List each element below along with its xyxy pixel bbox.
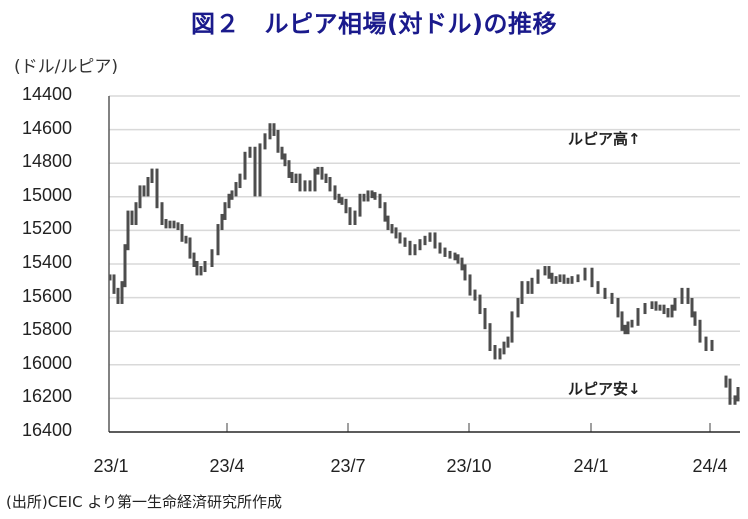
x-tick-label: 23/4 <box>209 456 245 476</box>
source-note: (出所)CEIC より第一生命経済研究所作成 <box>6 493 283 511</box>
y-tick-label: 15800 <box>22 319 73 340</box>
y-tick-label: 14600 <box>22 117 73 138</box>
y-tick-label: 15200 <box>22 218 73 239</box>
chart-title: 図２ ルピア相場(対ドル)の推移 <box>191 10 557 38</box>
data-series <box>108 123 740 405</box>
y-tick-label: 15400 <box>22 252 73 272</box>
x-tick-label: 23/1 <box>93 456 129 476</box>
y-tick-label: 14400 <box>22 84 73 104</box>
x-tick-label: 23/7 <box>330 456 366 476</box>
axes <box>108 96 740 433</box>
y-tick-label: 14800 <box>22 151 73 172</box>
gridlines <box>109 95 740 400</box>
y-tick-label: 16400 <box>22 420 73 440</box>
y-tick-label: 16000 <box>22 352 73 373</box>
annotation-rupiah-appreciation: ルピア高↑ <box>568 130 641 148</box>
x-tick-label: 24/1 <box>573 456 609 476</box>
y-axis-unit-label: (ドル/ルピア) <box>14 57 118 77</box>
annotation-rupiah-depreciation: ルピア安↓ <box>568 380 641 398</box>
y-tick-label: 16200 <box>22 386 73 407</box>
y-tick-label: 15000 <box>22 184 73 205</box>
x-tick-label: 23/10 <box>446 456 492 476</box>
x-tick-label: 24/4 <box>692 456 728 476</box>
y-tick-label: 15600 <box>22 285 73 306</box>
